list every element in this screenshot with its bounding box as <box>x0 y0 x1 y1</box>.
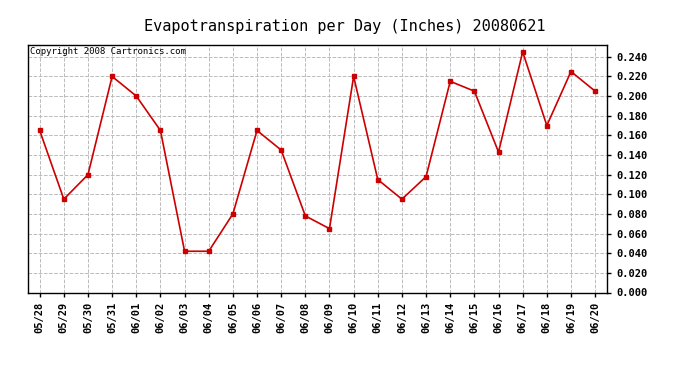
Text: Copyright 2008 Cartronics.com: Copyright 2008 Cartronics.com <box>30 48 186 57</box>
Text: Evapotranspiration per Day (Inches) 20080621: Evapotranspiration per Day (Inches) 2008… <box>144 19 546 34</box>
